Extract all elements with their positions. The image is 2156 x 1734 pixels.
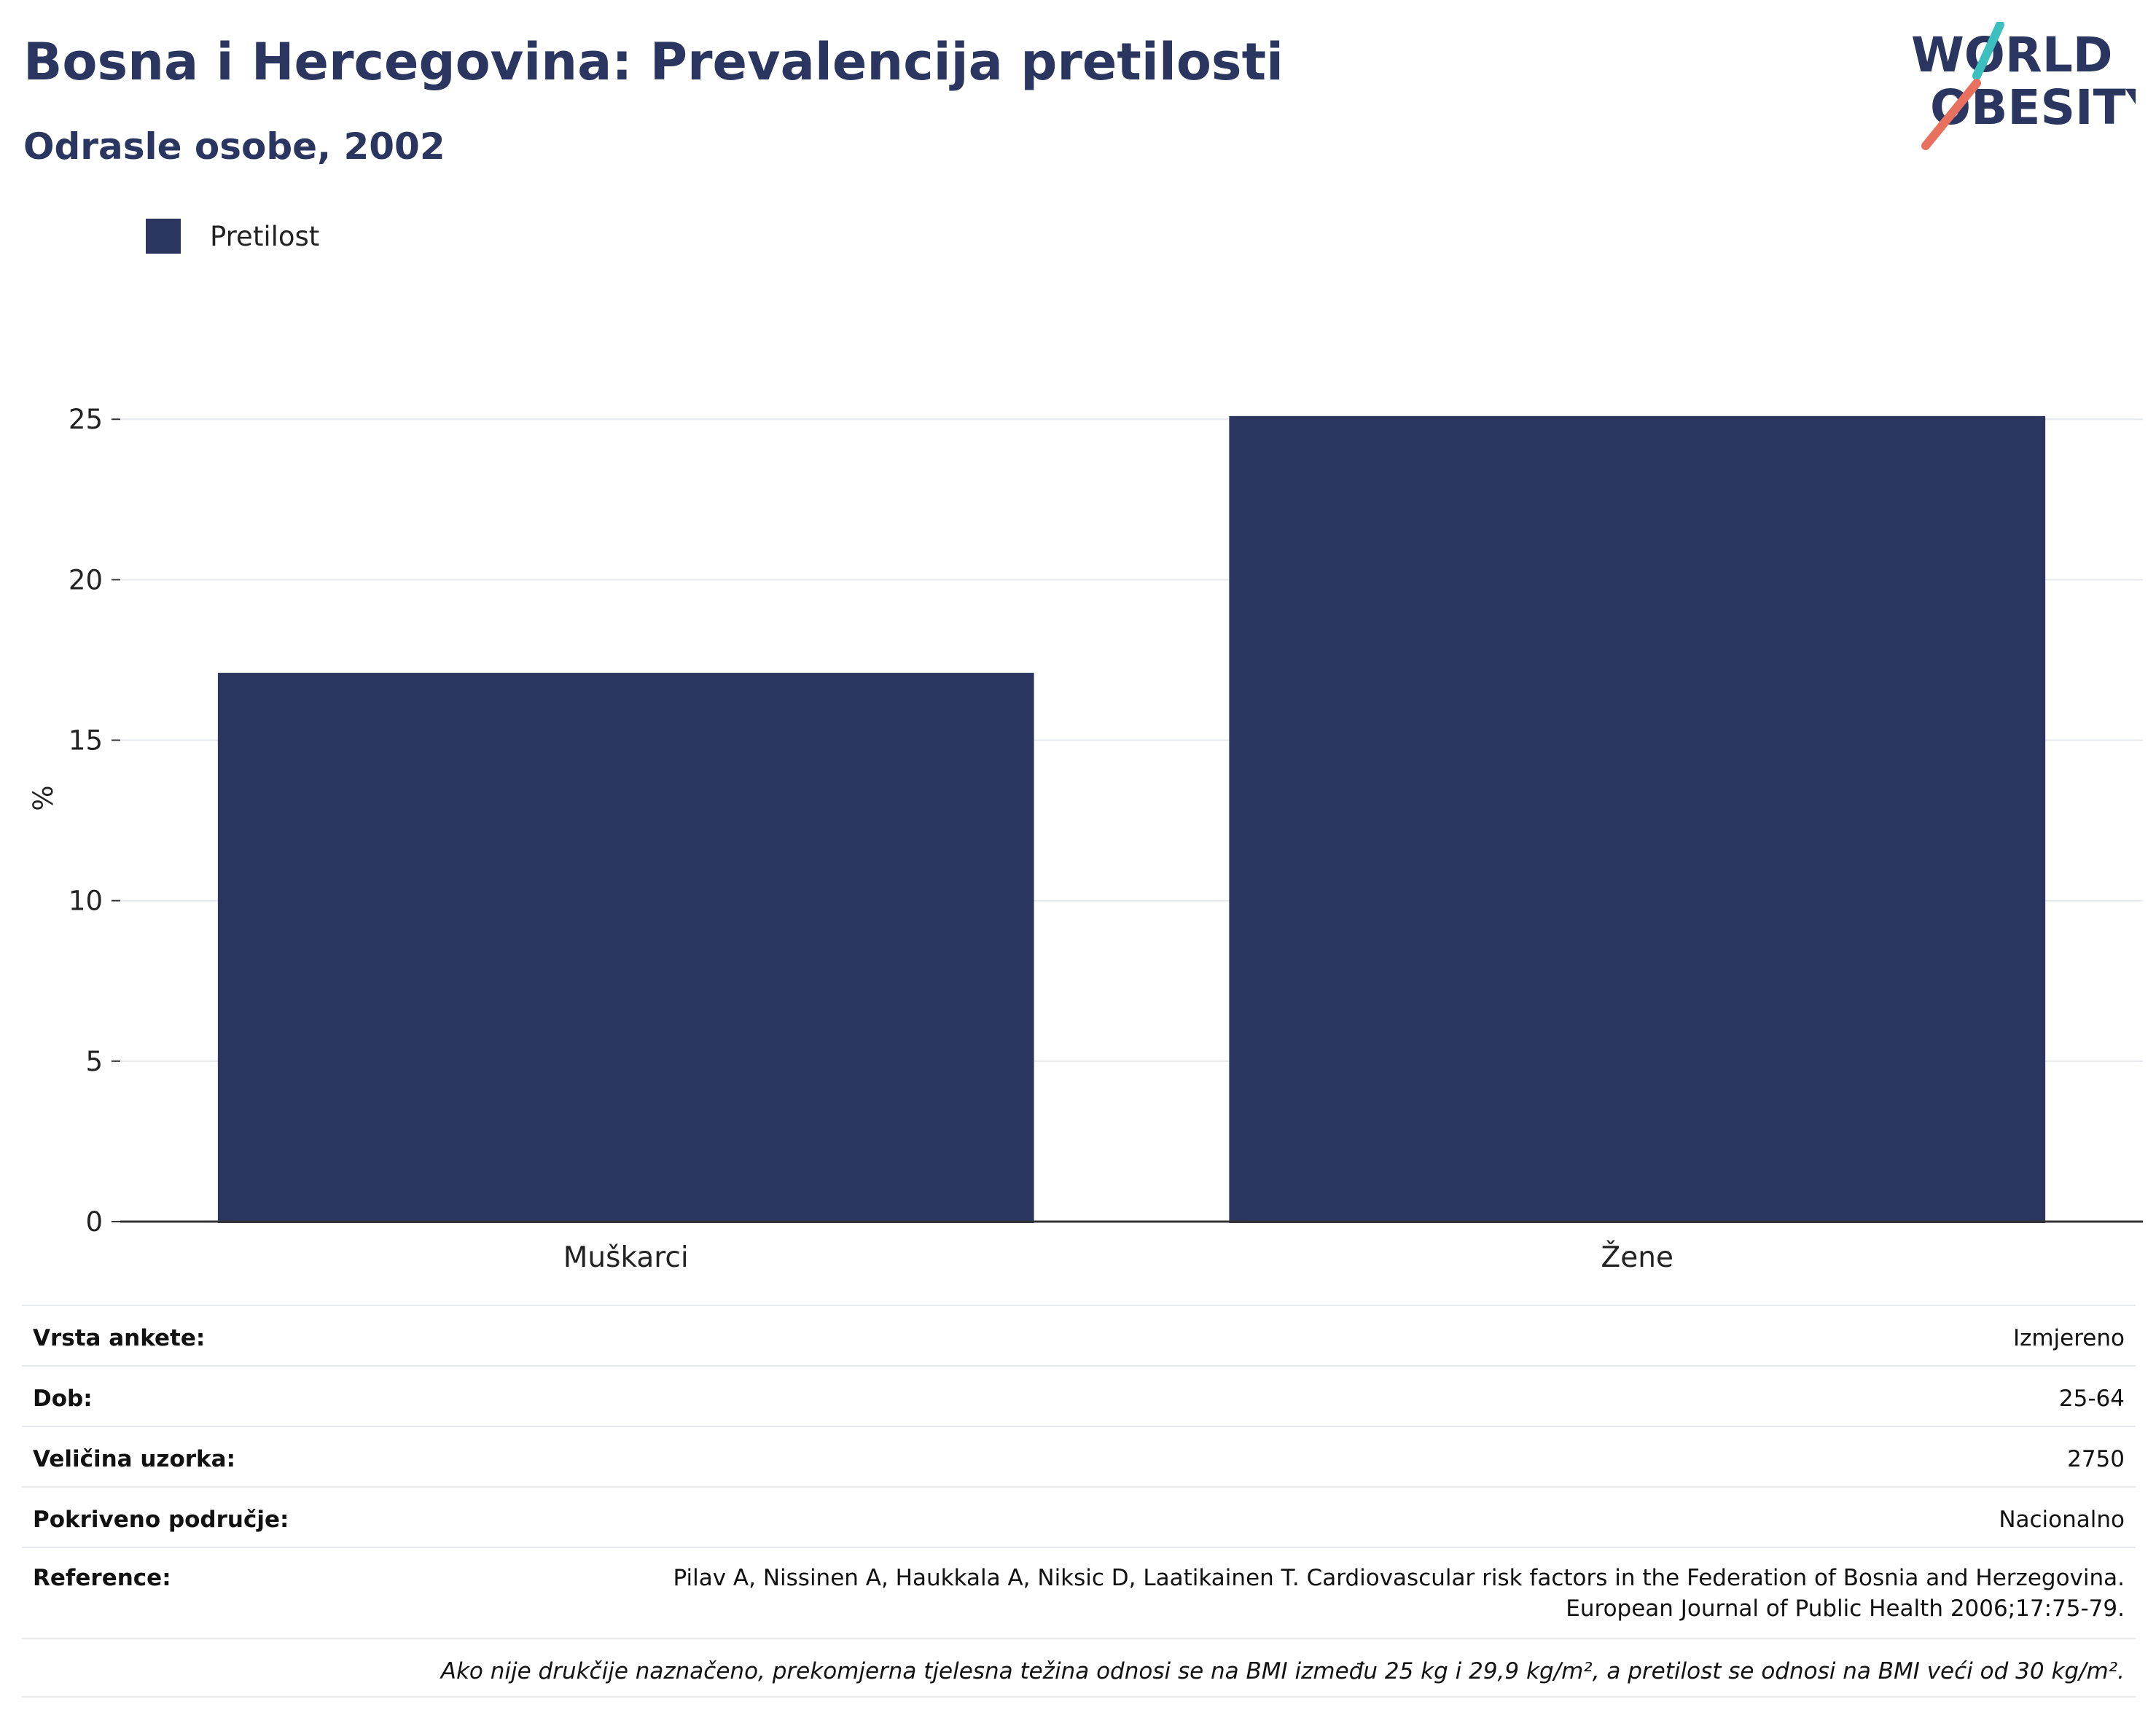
meta-key: Dob:	[33, 1386, 93, 1412]
meta-value: 25-64	[2058, 1386, 2125, 1412]
y-tick-label: 10	[69, 886, 103, 917]
y-axis-label: %	[28, 785, 59, 811]
y-tick-label: 25	[69, 404, 103, 435]
legend: Pretilost	[146, 219, 319, 254]
chart-title: Bosna i Hercegovina: Prevalencija pretil…	[23, 32, 1284, 92]
meta-key: Reference:	[33, 1565, 171, 1591]
survey-metadata: Vrsta ankete: Izmjereno Dob: 25-64 Velič…	[22, 1305, 2136, 1698]
bar-chart: 0 5 10 15 20 25 Muškarci Žene %	[28, 404, 2143, 1274]
x-category-label: Žene	[1601, 1240, 1673, 1274]
meta-row-coverage: Pokriveno područje: Nacionalno	[22, 1486, 2136, 1547]
meta-key: Vrsta ankete:	[33, 1325, 206, 1351]
reference-line-2: European Journal of Public Health 2006;1…	[1566, 1596, 2125, 1622]
logo-slash-bottom	[1921, 79, 1981, 150]
meta-row-sample-size: Veličina uzorka: 2750	[22, 1426, 2136, 1486]
y-axis-ticks: 0 5 10 15 20 25	[69, 404, 120, 1238]
meta-row-age: Dob: 25-64	[22, 1365, 2136, 1426]
y-tick-label: 20	[69, 564, 103, 595]
x-axis-labels: Muškarci Žene	[563, 1240, 1673, 1274]
meta-key: Veličina uzorka:	[33, 1446, 235, 1472]
meta-value: 2750	[2067, 1446, 2125, 1472]
definition-note: Ako nije drukčije naznačeno, prekomjerna…	[22, 1638, 2136, 1698]
meta-row-reference: Reference: Pilav A, Nissinen A, Haukkala…	[22, 1547, 2136, 1638]
x-category-label: Muškarci	[563, 1241, 689, 1274]
y-tick-label: 15	[69, 725, 103, 757]
logo-slash-top	[1972, 22, 2004, 80]
bar-muskarci[interactable]	[217, 673, 1034, 1223]
logo-text-world: WORLD	[1911, 27, 2113, 83]
legend-swatch-pretilost[interactable]	[146, 219, 181, 254]
bar-zene[interactable]	[1229, 415, 2046, 1223]
world-obesity-logo: WORLD OBESITY	[1911, 22, 2136, 150]
legend-label-pretilost[interactable]: Pretilost	[210, 220, 320, 252]
reference-text: Pilav A, Nissinen A, Haukkala A, Niksic …	[673, 1563, 2125, 1624]
reference-line-1: Pilav A, Nissinen A, Haukkala A, Niksic …	[673, 1565, 2125, 1591]
logo-text-obesity: OBESITY	[1930, 79, 2136, 136]
meta-value: Nacionalno	[1999, 1507, 2125, 1533]
y-tick-label: 5	[85, 1046, 103, 1077]
chart-subtitle: Odrasle osobe, 2002	[23, 125, 445, 168]
meta-row-survey-type: Vrsta ankete: Izmjereno	[22, 1305, 2136, 1365]
bars	[217, 415, 2046, 1223]
meta-key: Pokriveno područje:	[33, 1507, 289, 1533]
y-tick-label: 0	[85, 1206, 103, 1238]
meta-value: Izmjereno	[2012, 1325, 2125, 1351]
